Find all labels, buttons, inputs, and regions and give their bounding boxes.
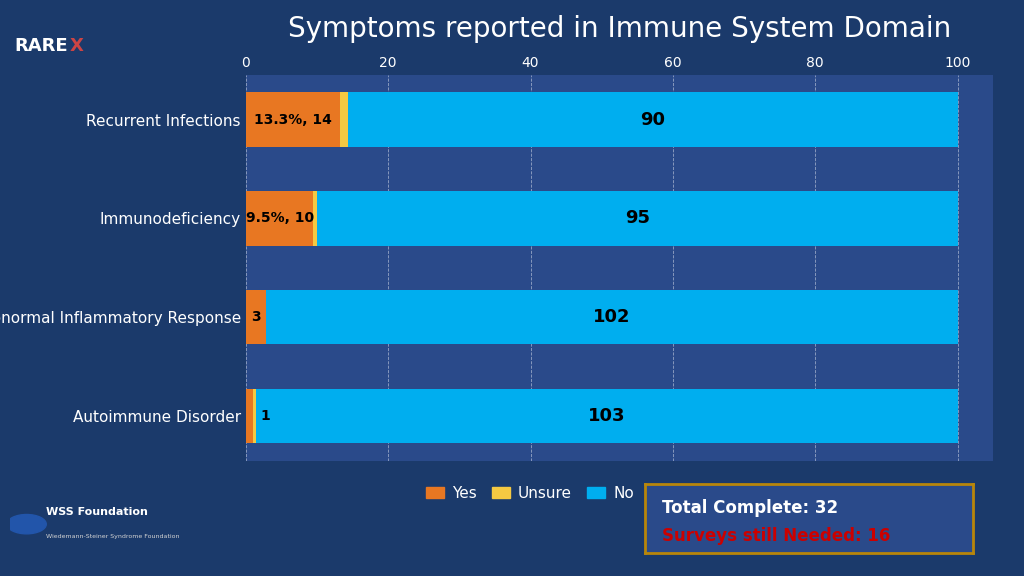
Text: 90: 90 (640, 111, 666, 128)
Text: 13.3%, 14: 13.3%, 14 (254, 112, 332, 127)
Bar (340, 92, 347, 147)
Title: Symptoms reported in Immune System Domain: Symptoms reported in Immune System Domai… (288, 14, 951, 43)
Bar (246, 191, 313, 245)
Text: 102: 102 (593, 308, 631, 326)
Text: 95: 95 (625, 210, 650, 228)
Bar (313, 191, 317, 245)
Text: 1: 1 (260, 409, 269, 423)
Text: WSS Foundation: WSS Foundation (46, 507, 148, 517)
Bar (253, 389, 256, 444)
Bar (246, 290, 266, 344)
Text: 3: 3 (251, 310, 261, 324)
Text: Surveys still Needed: 16: Surveys still Needed: 16 (662, 526, 890, 545)
Text: Total Complete: 32: Total Complete: 32 (662, 499, 838, 517)
Bar (317, 191, 957, 245)
Bar (246, 92, 340, 147)
Circle shape (7, 514, 46, 534)
Text: 9.5%, 10: 9.5%, 10 (246, 211, 313, 225)
Text: Wiedemann-Steiner Syndrome Foundation: Wiedemann-Steiner Syndrome Foundation (46, 534, 180, 539)
Text: X: X (70, 37, 83, 55)
Bar (347, 92, 957, 147)
Legend: Yes, Unsure, No: Yes, Unsure, No (420, 480, 640, 507)
Text: 103: 103 (589, 407, 626, 425)
Bar (246, 389, 253, 444)
Bar (256, 389, 957, 444)
Text: RARE: RARE (14, 37, 68, 55)
Bar (266, 290, 957, 344)
